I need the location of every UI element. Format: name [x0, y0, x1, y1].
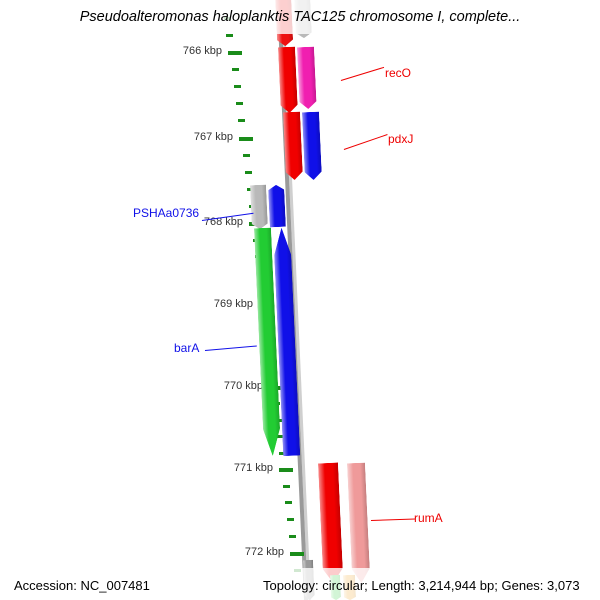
feature-rumA[interactable]: [347, 463, 370, 584]
ruler-label: 770 kbp: [223, 380, 263, 392]
page-title: Pseudoalteromonas haloplanktis TAC125 ch…: [79, 9, 521, 25]
ruler-tick-minor: [289, 535, 296, 538]
feature-body: [302, 112, 322, 181]
accession-label: Accession: NC_007481: [14, 578, 150, 593]
ruler-tick-minor: [226, 34, 233, 37]
gene-leader-line: [340, 66, 385, 82]
ruler-label: 766 kbp: [182, 45, 222, 57]
feature-recO[interactable]: [297, 47, 317, 110]
ruler-tick-minor: [245, 171, 252, 174]
ruler-tick-major: [228, 51, 242, 55]
feature-PSHAa0736[interactable]: [250, 185, 268, 230]
feature-body: [283, 112, 303, 181]
status-overlay: [0, 568, 600, 600]
feature-body: [297, 47, 317, 110]
ruler-tick-minor: [234, 85, 241, 88]
ruler-tick-minor: [232, 68, 239, 71]
feature-red-3[interactable]: [283, 112, 303, 181]
ruler-tick-minor: [285, 501, 292, 504]
gene-leader-line: [343, 134, 388, 151]
feature-blue-small[interactable]: [268, 185, 286, 228]
feature-body: [268, 185, 286, 228]
topology-label: Topology: circular; Length: 3,214,944 bp…: [263, 578, 580, 593]
feature-red-4[interactable]: [318, 463, 343, 584]
gene-label[interactable]: barA: [174, 341, 200, 355]
ruler-tick-minor: [277, 435, 284, 438]
feature-body: [318, 463, 343, 584]
gene-leader-line: [204, 345, 257, 352]
gene-label[interactable]: PSHAa0736: [133, 206, 200, 220]
ruler-label: 772 kbp: [244, 546, 284, 558]
gene-label[interactable]: recO: [385, 66, 412, 80]
gene-leader-line: [370, 518, 415, 522]
title-overlay: [0, 0, 600, 34]
ruler-tick-minor: [243, 154, 250, 157]
ruler-tick-minor: [238, 119, 245, 122]
feature-pdxJ[interactable]: [302, 112, 322, 181]
gene-label[interactable]: pdxJ: [388, 132, 414, 146]
ruler-tick-major: [279, 468, 293, 472]
ruler-tick-minor: [236, 102, 243, 105]
ruler-tick-major: [239, 137, 253, 141]
ruler-tick-minor: [279, 452, 286, 455]
ruler-tick-major: [290, 552, 304, 556]
feature-red-2[interactable]: [278, 47, 298, 114]
gene-label[interactable]: rumA: [414, 511, 443, 525]
ruler-label: 767 kbp: [193, 131, 233, 143]
ruler-tick-minor: [287, 518, 294, 521]
ruler-label: 771 kbp: [233, 462, 273, 474]
ruler-label: 769 kbp: [213, 298, 253, 310]
ruler-tick-minor: [283, 485, 290, 488]
feature-body: [347, 463, 370, 584]
feature-body: [278, 47, 298, 114]
feature-body: [250, 185, 268, 230]
